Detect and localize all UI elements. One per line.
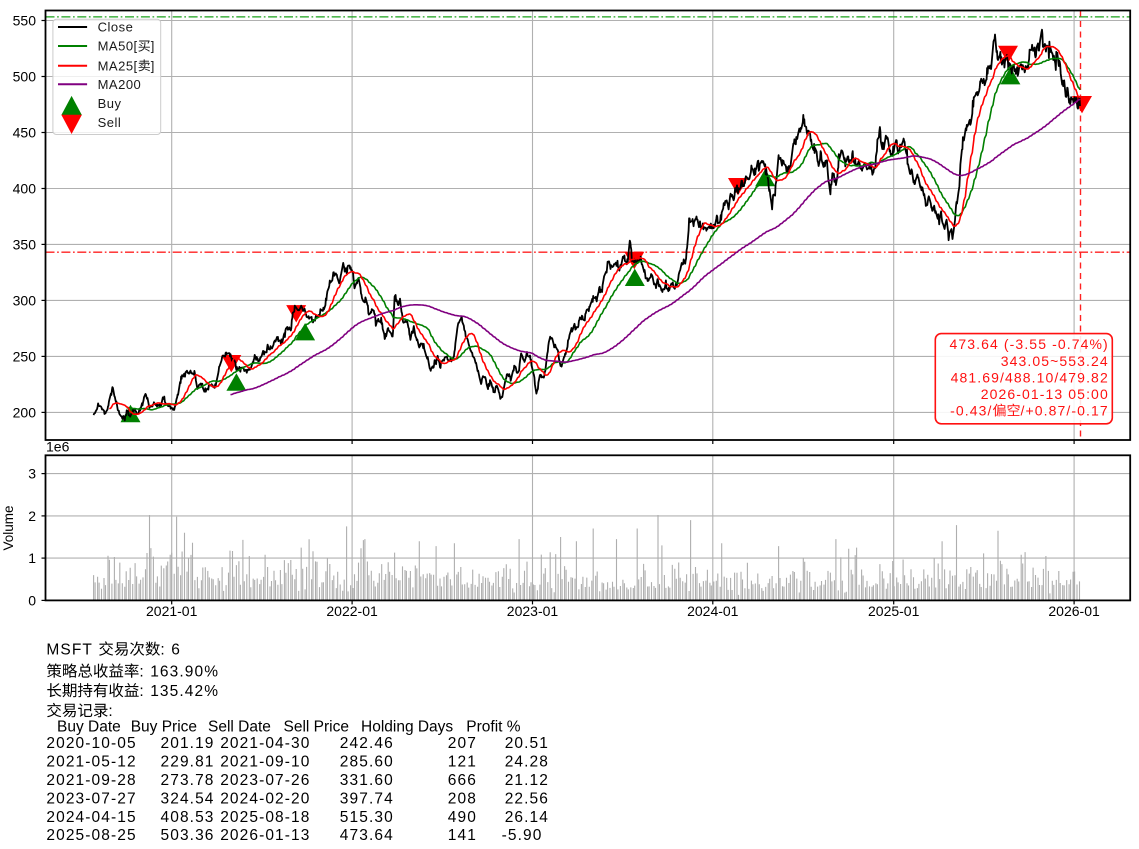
svg-text:Sell Price: Sell Price [284, 719, 349, 736]
svg-text:121: 121 [448, 754, 477, 771]
svg-text:21.12: 21.12 [505, 772, 549, 789]
svg-text:2025-08-25: 2025-08-25 [46, 827, 136, 844]
svg-text:2023-07-27: 2023-07-27 [46, 790, 136, 807]
svg-text:2021-04-30: 2021-04-30 [220, 735, 310, 752]
svg-text:229.81: 229.81 [161, 754, 215, 771]
svg-text:-0.43/: -0.43/ [950, 402, 992, 418]
svg-text:Sell Date: Sell Date [208, 719, 271, 736]
svg-text:2024-04-15: 2024-04-15 [46, 809, 136, 826]
svg-text:Buy Date: Buy Date [57, 719, 121, 736]
svg-text:2022-01: 2022-01 [326, 603, 378, 619]
svg-text:500: 500 [13, 69, 37, 85]
svg-text:MA25[: MA25[ [98, 58, 138, 73]
svg-text:Sell: Sell [98, 115, 122, 130]
svg-text:MA200: MA200 [98, 77, 142, 92]
svg-text:408.53: 408.53 [161, 809, 215, 826]
svg-text:/+0.87/-0.17: /+0.87/-0.17 [1021, 402, 1109, 418]
svg-text:: 6: : 6 [160, 642, 181, 659]
svg-text:24.28: 24.28 [505, 754, 549, 771]
svg-text:300: 300 [13, 292, 37, 308]
svg-text:550: 550 [13, 13, 37, 29]
svg-text:: 135.42%: : 135.42% [139, 683, 219, 700]
svg-text:207: 207 [448, 735, 477, 752]
svg-text:285.60: 285.60 [340, 754, 394, 771]
svg-text:201.19: 201.19 [161, 735, 215, 752]
svg-text:3: 3 [28, 466, 36, 482]
svg-text:Buy: Buy [98, 96, 122, 111]
svg-text:1e6: 1e6 [46, 439, 70, 455]
svg-text:490: 490 [448, 809, 477, 826]
svg-text:2025-01: 2025-01 [868, 603, 920, 619]
svg-text:Holding Days: Holding Days [361, 719, 453, 736]
svg-text:22.56: 22.56 [505, 790, 549, 807]
svg-text:473.64 (-3.55 -0.74%): 473.64 (-3.55 -0.74%) [950, 336, 1109, 352]
svg-text:331.60: 331.60 [340, 772, 394, 789]
svg-text:MSFT: MSFT [46, 642, 93, 659]
svg-text:273.78: 273.78 [161, 772, 215, 789]
svg-text:2023-07-26: 2023-07-26 [220, 772, 310, 789]
svg-text:2026-01-13: 2026-01-13 [220, 827, 310, 844]
svg-text:2025-08-18: 2025-08-18 [220, 809, 310, 826]
svg-text:Volume: Volume [1, 505, 16, 550]
svg-text:2023-01: 2023-01 [507, 603, 559, 619]
svg-text:Profit %: Profit % [466, 719, 520, 736]
svg-text:208: 208 [448, 790, 477, 807]
svg-text:2021-09-10: 2021-09-10 [220, 754, 310, 771]
svg-text:]: ] [151, 39, 155, 54]
svg-text:]: ] [151, 58, 155, 73]
svg-text:2021-01: 2021-01 [146, 603, 198, 619]
svg-text:2024-02-20: 2024-02-20 [220, 790, 310, 807]
svg-text:26.14: 26.14 [505, 809, 549, 826]
svg-text:515.30: 515.30 [340, 809, 394, 826]
svg-text:400: 400 [13, 181, 37, 197]
svg-text:481.69/488.10/479.82: 481.69/488.10/479.82 [951, 369, 1109, 385]
svg-text:503.36: 503.36 [161, 827, 215, 844]
svg-text:2020-10-05: 2020-10-05 [46, 735, 136, 752]
svg-text:242.46: 242.46 [340, 735, 394, 752]
svg-text:2024-01: 2024-01 [687, 603, 739, 619]
svg-text:250: 250 [13, 348, 37, 364]
svg-text:-5.90: -5.90 [502, 827, 543, 844]
svg-text:343.05~553.24: 343.05~553.24 [1001, 353, 1109, 369]
svg-text:Close: Close [98, 20, 134, 35]
svg-text:141: 141 [448, 827, 477, 844]
svg-text:200: 200 [13, 404, 37, 420]
svg-text:324.54: 324.54 [161, 790, 215, 807]
svg-text:2: 2 [28, 508, 36, 524]
svg-text:666: 666 [448, 772, 477, 789]
svg-text:0: 0 [28, 592, 36, 608]
svg-text:MA50[: MA50[ [98, 39, 138, 54]
svg-text:2021-05-12: 2021-05-12 [46, 754, 136, 771]
svg-text:1: 1 [28, 550, 36, 566]
svg-text:397.74: 397.74 [340, 790, 394, 807]
svg-text:Buy Price: Buy Price [131, 719, 197, 736]
svg-text:473.64: 473.64 [340, 827, 394, 844]
svg-text:: 163.90%: : 163.90% [139, 664, 219, 681]
svg-text:2021-09-28: 2021-09-28 [46, 772, 136, 789]
svg-text:450: 450 [13, 125, 37, 141]
svg-text::: : [108, 703, 113, 720]
svg-text:350: 350 [13, 236, 37, 252]
svg-text:2026-01-13 05:00: 2026-01-13 05:00 [981, 386, 1109, 402]
svg-text:20.51: 20.51 [505, 735, 549, 752]
svg-text:2026-01: 2026-01 [1048, 603, 1100, 619]
